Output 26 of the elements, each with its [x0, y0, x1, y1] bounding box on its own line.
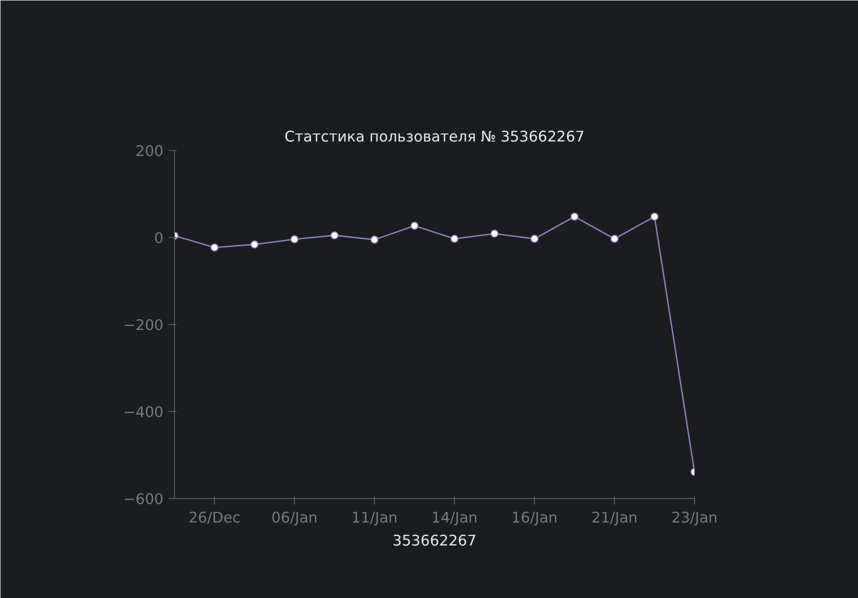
x-tick-label: 14/Jan [431, 510, 478, 526]
point [250, 240, 258, 248]
chart-title: Статстика пользователя № 353662267 [284, 128, 585, 146]
y-tick-label: −600 [123, 491, 164, 508]
point [330, 231, 338, 240]
point [290, 235, 298, 244]
point [570, 212, 578, 221]
x-tick-label: 26/Dec [188, 510, 240, 526]
x-tick-label: 21/Jan [591, 510, 638, 526]
y-tick-label: −200 [123, 317, 164, 334]
x-tick-label: 11/Jan [351, 510, 398, 526]
x-tick-label: 23/Jan [671, 510, 718, 526]
point [610, 234, 618, 243]
point [210, 244, 218, 252]
point [450, 234, 458, 243]
point [490, 230, 498, 238]
point [530, 234, 538, 243]
point [650, 212, 658, 221]
x-axis-title: 353662267 [392, 532, 476, 550]
y-tick-label: 200 [136, 143, 164, 160]
y-tick-label: −400 [123, 404, 164, 421]
x-tick-label: 16/Jan [511, 510, 558, 526]
point [410, 222, 418, 230]
point [370, 236, 378, 244]
y-tick-label: 0 [154, 230, 164, 247]
x-tick-label: 06/Jan [271, 510, 318, 526]
